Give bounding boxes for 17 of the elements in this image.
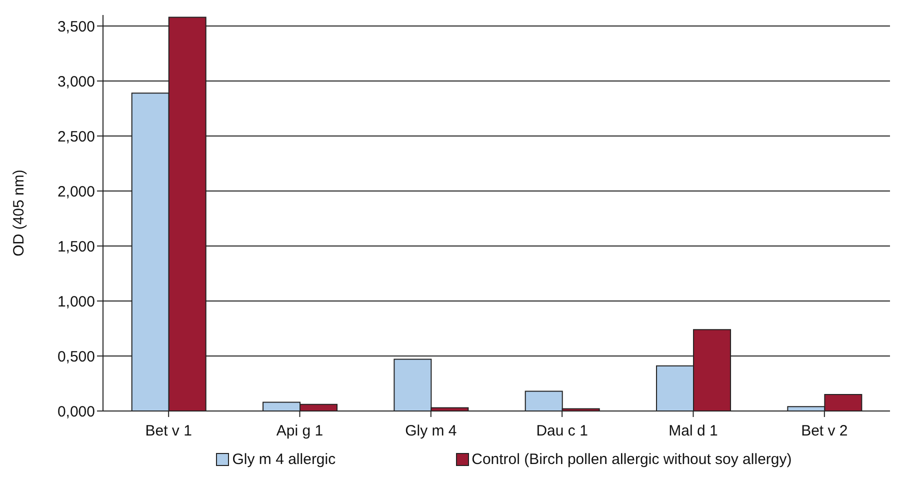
y-tick-label: 1,000 — [57, 293, 95, 310]
x-tick-label: Bet v 2 — [801, 422, 848, 440]
y-tick-label: 2,000 — [57, 183, 95, 200]
y-tick-label: 0,500 — [57, 348, 95, 366]
legend-label: Gly m 4 allergic — [231, 451, 336, 468]
y-tick-label: 2,500 — [57, 128, 95, 146]
x-tick-label: Dau c 1 — [536, 422, 588, 440]
x-tick-label: Api g 1 — [276, 422, 324, 440]
y-tick-label: 3,500 — [57, 18, 95, 36]
x-tick-label: Gly m 4 — [405, 422, 457, 440]
y-tick-label: 0,000 — [57, 403, 95, 420]
y-axis-title: OD (405 nm) — [10, 170, 28, 256]
y-tick-label: 3,000 — [57, 73, 95, 90]
legend-label: Control (Birch pollen allergic without soy allergy) — [470, 451, 792, 468]
x-tick-label: Bet v 1 — [145, 422, 192, 440]
x-tick-label: Mal d 1 — [668, 422, 718, 440]
y-tick-label: 1,500 — [57, 238, 95, 256]
